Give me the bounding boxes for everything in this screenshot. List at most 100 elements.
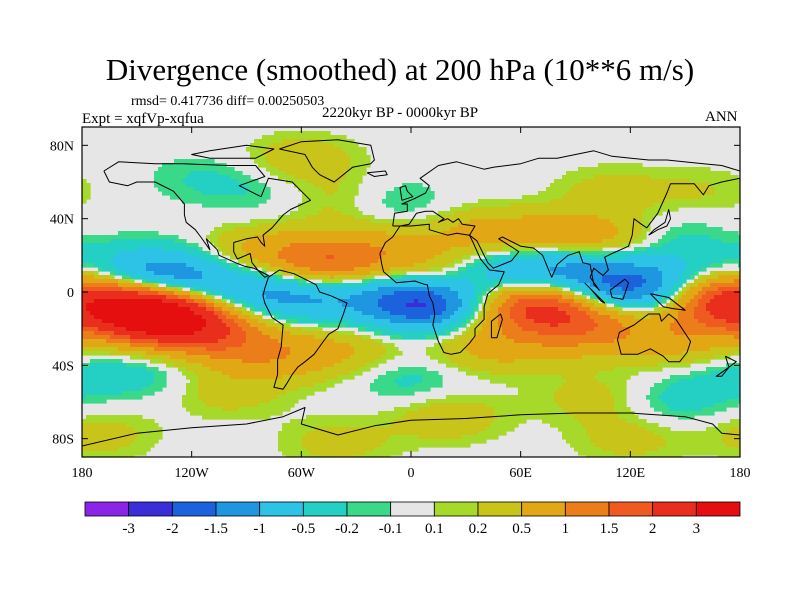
- field-cell: [242, 259, 259, 264]
- coastline-madagascar: [490, 313, 503, 339]
- field-cell: [706, 367, 727, 372]
- field-cell: [662, 279, 679, 284]
- field-cell: [258, 327, 279, 332]
- field-cell: [146, 351, 187, 356]
- field-cell: [386, 203, 427, 208]
- field-cell: [82, 447, 119, 452]
- field-cell: [158, 187, 195, 192]
- field-cell: [238, 179, 259, 184]
- field-cell: [654, 303, 659, 308]
- field-cell: [482, 323, 499, 328]
- field-cell: [434, 343, 443, 348]
- field-cell: [278, 251, 387, 256]
- field-cell: [82, 455, 135, 457]
- field-cell: [322, 367, 359, 372]
- field-cell: [286, 319, 299, 324]
- colorbar-swatch: [302, 501, 348, 517]
- field-cell: [394, 291, 435, 296]
- field-cell: [286, 455, 323, 457]
- field-cell: [738, 263, 740, 268]
- field-cell: [682, 223, 707, 228]
- field-cell: [470, 339, 515, 344]
- field-cell: [442, 327, 455, 332]
- field-cell: [666, 231, 739, 236]
- field-cell: [522, 215, 599, 220]
- x-tick-label: 60W: [288, 466, 316, 481]
- field-cell: [590, 439, 667, 444]
- field-cell: [286, 355, 351, 360]
- field-cell: [166, 295, 179, 300]
- field-cell: [382, 247, 451, 252]
- field-cell: [210, 231, 223, 236]
- field-cell: [94, 331, 115, 336]
- field-cell: [82, 239, 111, 244]
- field-cell: [698, 275, 703, 280]
- field-cell: [110, 335, 131, 340]
- field-cell: [642, 295, 663, 300]
- colorbar-level-label: 0.5: [512, 521, 531, 537]
- field-cell: [602, 275, 643, 280]
- coastline-africa: [379, 223, 505, 355]
- field-cell: [110, 239, 175, 244]
- y-tick-label: 40N: [50, 213, 74, 228]
- field-cell: [670, 407, 703, 412]
- field-cell: [426, 335, 439, 340]
- field-cell: [658, 447, 739, 452]
- field-cell: [578, 167, 711, 172]
- field-cell: [266, 167, 279, 172]
- field-cell: [198, 391, 287, 396]
- field-cell: [686, 283, 691, 288]
- field-cell: [654, 203, 735, 208]
- field-cell: [162, 163, 227, 168]
- field-cell: [454, 327, 459, 332]
- field-cell: [662, 411, 715, 416]
- coastline-new-guinea: [650, 293, 686, 311]
- field-cell: [82, 275, 95, 280]
- field-cell: [338, 183, 359, 188]
- field-cell: [86, 303, 179, 308]
- field-cell: [678, 279, 687, 284]
- coastlines: [82, 139, 740, 447]
- field-cell: [130, 339, 159, 344]
- field-cell: [282, 343, 351, 348]
- field-cell: [466, 327, 471, 332]
- field-cell: [706, 279, 735, 284]
- field-cell: [614, 303, 619, 308]
- field-cell: [110, 271, 115, 276]
- field-cell: [154, 283, 159, 288]
- field-cell: [82, 399, 107, 404]
- field-cell: [562, 295, 575, 300]
- field-cell: [634, 287, 659, 292]
- field-cell: [370, 383, 399, 388]
- field-cell: [702, 267, 707, 272]
- field-cell: [478, 331, 503, 336]
- field-cell: [82, 179, 87, 184]
- field-cell: [374, 359, 387, 364]
- field-cell: [690, 299, 699, 304]
- field-cell: [222, 259, 227, 264]
- field-cell: [310, 451, 367, 456]
- field-cell: [642, 231, 647, 236]
- field-cell: [646, 279, 663, 284]
- field-cell: [298, 319, 355, 324]
- field-cell: [222, 291, 263, 296]
- field-cell: [262, 311, 267, 316]
- field-cell: [414, 383, 443, 388]
- field-cell: [538, 191, 567, 196]
- colorbar-level-label: -0.1: [379, 521, 403, 537]
- field-cell: [186, 391, 199, 396]
- field-cell: [490, 423, 519, 428]
- field-cell: [690, 275, 695, 280]
- field-cell: [470, 299, 479, 304]
- field-cell: [218, 235, 255, 240]
- field-cell: [642, 227, 651, 232]
- field-cell: [246, 331, 263, 336]
- field-cell: [394, 379, 423, 384]
- field-cell: [666, 439, 723, 444]
- field-cell: [574, 415, 619, 420]
- field-cell: [538, 251, 571, 256]
- colorbar-swatch: [346, 501, 392, 517]
- field-cell: [602, 239, 635, 244]
- field-cell: [614, 403, 627, 408]
- field-cell: [394, 407, 419, 412]
